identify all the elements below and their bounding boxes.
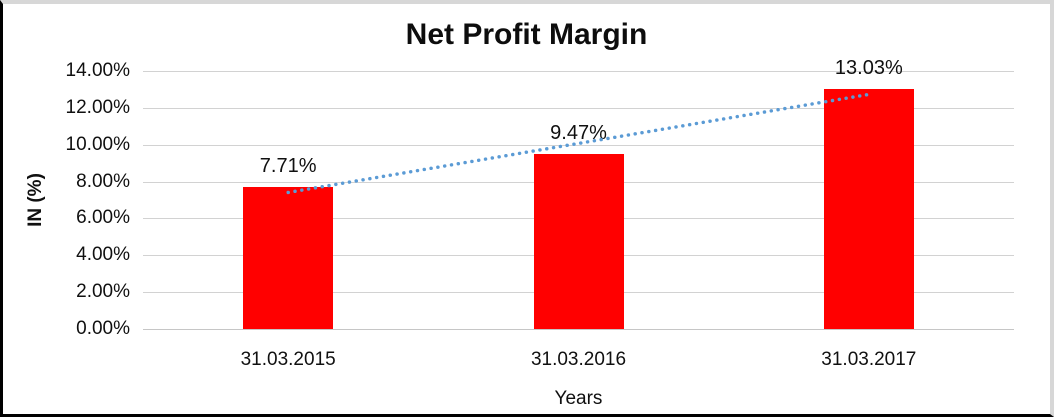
trendline-dotted-line (286, 92, 871, 195)
x-axis-tick-label: 31.03.2016 (530, 349, 627, 370)
y-axis-tick-label: 12.00% (65, 96, 130, 118)
bar-data-label: 7.71% (259, 154, 317, 177)
gridline (143, 144, 1014, 146)
chart-title: Net Profit Margin (405, 18, 648, 51)
bar-31.03.2015 (243, 186, 334, 329)
x-axis-title: Years (554, 388, 603, 409)
bar-31.03.2016 (533, 154, 624, 329)
x-axis-tick-label: 31.03.2015 (240, 349, 336, 370)
trendline (286, 92, 871, 195)
y-axis-tick-label: 10.00% (65, 133, 130, 155)
y-axis-tick-label: 6.00% (76, 207, 130, 229)
y-axis-tick-label: 2.00% (76, 281, 130, 303)
bar-data-label: 9.47% (550, 122, 607, 145)
gridline (143, 107, 1014, 109)
y-axis-tick-label: 8.00% (76, 170, 130, 192)
bar-31.03.2017 (823, 88, 914, 329)
bar-data-label: 13.03% (834, 56, 903, 79)
x-axis-tick-label: 31.03.2017 (821, 349, 917, 370)
y-axis-tick-label: 0.00% (76, 318, 130, 339)
y-axis-tick-label: 4.00% (76, 244, 130, 266)
gridline (143, 71, 1014, 72)
y-axis-tick-label: 14.00% (65, 60, 130, 81)
x-axis-line (143, 329, 1014, 330)
